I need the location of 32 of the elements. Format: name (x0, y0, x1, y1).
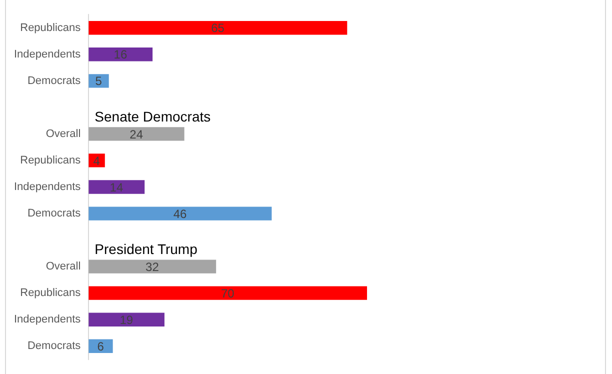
y-tick-label: Republicans (20, 287, 82, 300)
y-tick-label: Republicans (20, 22, 82, 34)
bar (88, 127, 184, 141)
y-tick-label: Democrats (27, 74, 82, 87)
y-tick-label: Republicans (20, 154, 82, 167)
y-tick-label: Independents (14, 48, 82, 60)
data-label: 65 (211, 21, 225, 36)
data-label: 5 (95, 74, 102, 88)
data-label: 24 (130, 127, 144, 142)
y-tick-label: Democrats (27, 208, 82, 220)
y-tick-label: Democrats (27, 340, 82, 352)
y-tick-label: Overall (46, 128, 81, 140)
data-label: 70 (221, 286, 235, 300)
annotation: Senate Democrats (94, 108, 211, 124)
data-label: 46 (173, 206, 188, 221)
data-label: 14 (110, 180, 124, 194)
data-label: 4 (93, 154, 100, 168)
y-tick-label: Independents (14, 314, 82, 326)
y-tick-label: Overall (46, 260, 81, 273)
bar (88, 206, 272, 220)
bar (88, 286, 368, 300)
bar (88, 260, 216, 274)
data-label: 16 (114, 48, 128, 62)
bar (88, 180, 145, 194)
data-label: 6 (97, 339, 104, 354)
data-label: 19 (120, 312, 134, 327)
data-label: 32 (146, 260, 160, 274)
bar (88, 21, 348, 35)
bar (88, 48, 153, 62)
bar (88, 312, 164, 326)
y-tick-label: Independents (14, 181, 82, 194)
annotation: President Trump (94, 240, 198, 257)
